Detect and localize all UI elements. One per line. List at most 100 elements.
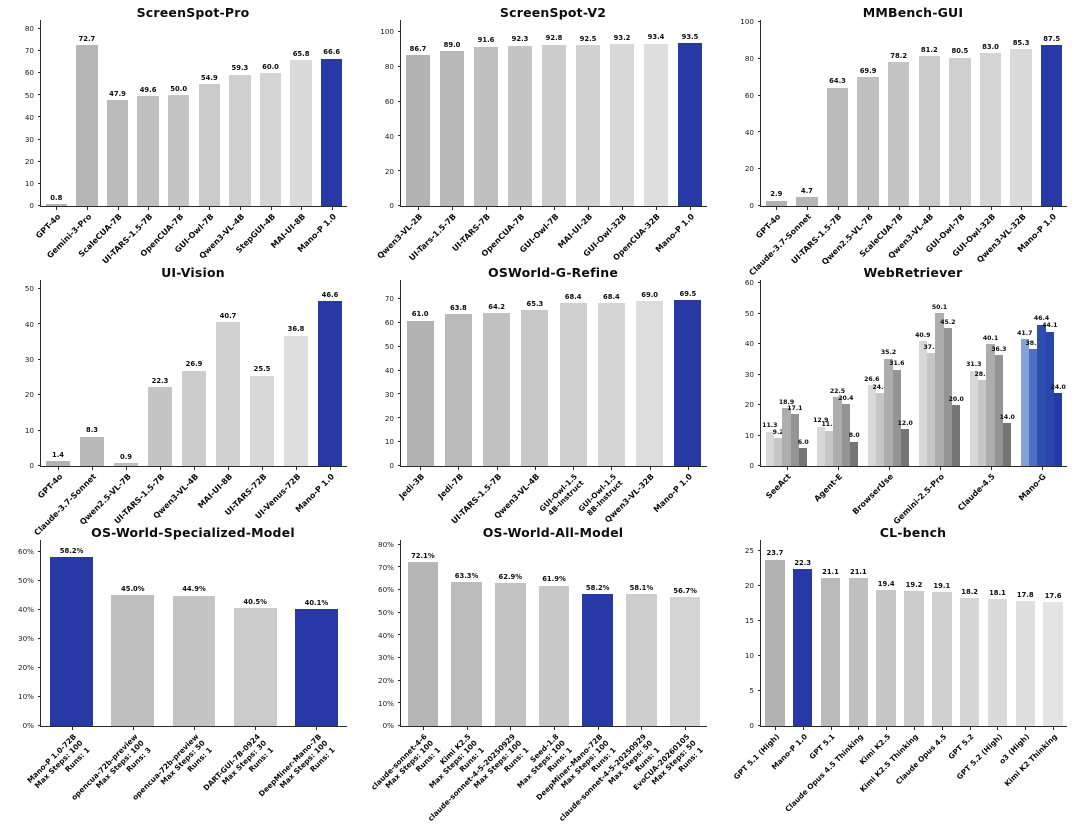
bar-value-label: 69.0	[641, 291, 659, 300]
x-category-label: GPT-4o	[36, 472, 65, 501]
bar	[80, 436, 104, 466]
bar	[626, 594, 657, 726]
bar	[538, 585, 570, 726]
x-category-label: Kimi K2 Thinking	[1003, 732, 1060, 789]
bar-value-label: 83.0	[982, 42, 999, 51]
y-tick-mark	[757, 373, 761, 375]
y-tick-label: 0	[749, 721, 754, 731]
y-tick-label: 20	[744, 400, 754, 410]
bar-value-label: 19.4	[877, 579, 895, 588]
bar	[597, 302, 625, 466]
bar-value-label: 56.7%	[673, 587, 697, 596]
plot-area: 0 10 20 30 40 50 60 70 80 0.8 GPT-4o 72.7 Gemini-3-P…	[25, 20, 347, 266]
y-tick-label: 30%	[18, 634, 34, 644]
bar-value-label: 92.5	[579, 34, 597, 43]
bar	[1003, 423, 1012, 466]
bar-value-label: 89.0	[443, 41, 461, 49]
y-tick-label: 50%	[378, 607, 394, 617]
y-tick-mark	[397, 369, 401, 371]
bar	[669, 597, 701, 726]
y-tick-label: 60%	[378, 585, 394, 595]
bar	[521, 310, 549, 466]
y-tick-mark	[37, 138, 41, 140]
y-tick-mark	[397, 135, 401, 137]
y-tick-mark	[397, 634, 401, 636]
x-tick-mark	[830, 726, 832, 730]
y-tick-mark	[397, 725, 401, 726]
x-tick-mark	[330, 466, 331, 470]
x-tick-mark	[806, 206, 808, 210]
y-tick-mark	[757, 434, 761, 436]
y-tick-mark	[37, 358, 41, 360]
y-tick-mark	[397, 31, 401, 33]
y-tick-mark	[397, 298, 401, 300]
bar	[451, 582, 482, 726]
bar-value-label: 12.9	[813, 417, 829, 425]
bar-value-label: 4.7	[800, 187, 813, 196]
bar-value-label: 93.2	[613, 33, 631, 42]
x-tick-mark	[929, 206, 931, 210]
x-tick-mark	[1025, 726, 1027, 730]
x-tick-mark	[554, 206, 555, 210]
bar-value-label: 65.8	[292, 50, 310, 59]
chart-title: OSWorld-G-Refine	[488, 265, 618, 280]
bar	[848, 577, 869, 726]
bar-value-label: 41.7	[1017, 329, 1033, 337]
bar-value-label: 14.0	[999, 414, 1015, 422]
x-tick-mark	[58, 466, 59, 470]
y-tick-mark	[757, 282, 761, 284]
bar	[216, 321, 240, 466]
y-tick-label: 0	[29, 461, 34, 471]
y-tick-mark	[397, 543, 401, 545]
bar	[320, 58, 343, 206]
x-tick-mark	[178, 206, 180, 210]
y-tick-mark	[757, 343, 761, 345]
x-category-label: Mano-P 1.0	[652, 472, 695, 515]
y-tick-label: 50%	[18, 575, 34, 585]
bar-value-label: 11.6	[821, 421, 837, 429]
y-tick-mark	[397, 679, 401, 681]
y-tick-mark	[37, 666, 41, 668]
x-tick-mark	[959, 206, 961, 210]
bar-value-label: 19.1	[933, 581, 951, 590]
x-category-label: Jedi-7B	[435, 472, 465, 501]
x-tick-mark	[209, 206, 211, 210]
bar-value-label: 26.9	[185, 360, 203, 369]
bar	[1020, 338, 1029, 466]
x-tick-mark	[554, 726, 555, 730]
y-tick-mark	[397, 393, 401, 395]
x-tick-mark	[126, 466, 127, 470]
y-tick-mark	[37, 116, 41, 118]
bar-value-label: 17.8	[1016, 590, 1034, 599]
bar-value-label: 28.1	[974, 371, 990, 379]
x-tick-mark	[228, 466, 229, 470]
bar-value-label: 21.1	[822, 567, 839, 576]
bar	[284, 335, 308, 466]
bar-value-label: 45.2	[940, 318, 956, 326]
y-tick-label: 60	[384, 318, 394, 328]
bar	[1015, 601, 1035, 726]
bar	[884, 358, 893, 466]
y-tick-label: 30	[24, 355, 34, 365]
y-tick-mark	[397, 417, 401, 419]
y-tick-label: 20	[744, 164, 754, 174]
y-tick-mark	[37, 465, 41, 466]
x-tick-mark	[510, 726, 512, 730]
bar	[1040, 44, 1063, 206]
x-tick-mark	[534, 466, 536, 470]
bar-value-label: 22.5	[829, 388, 846, 396]
y-tick-label: 60	[24, 68, 34, 78]
y-tick-label: 20	[384, 166, 394, 176]
y-tick-label: 100	[740, 17, 754, 27]
bar-value-label: 24.0	[1050, 383, 1066, 391]
bar-value-label: 31.6	[889, 360, 905, 368]
bar-value-label: 11.3	[762, 422, 778, 430]
x-tick-mark	[296, 466, 297, 470]
x-tick-mark	[939, 466, 941, 470]
bar-value-label: 54.9	[200, 74, 218, 83]
bar	[892, 369, 902, 466]
chart-screenspot-v2: ScreenSpot-V2 0 20 40 60 80 100 86.7 Qwen3-VL-2B…	[360, 0, 720, 263]
y-tick-mark	[37, 725, 41, 726]
x-tick-mark	[117, 206, 119, 210]
